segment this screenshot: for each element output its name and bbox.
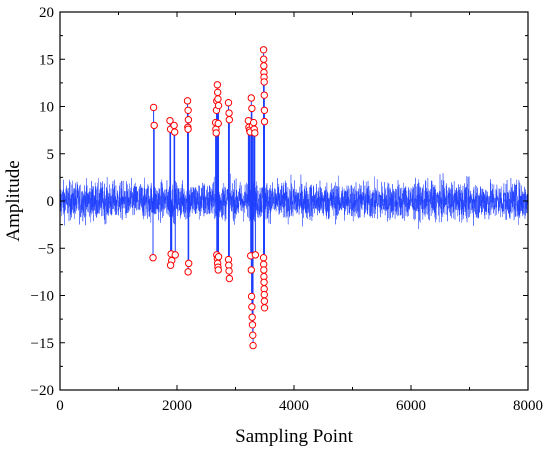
x-tick-label: 2000 xyxy=(162,398,192,414)
outlier-point xyxy=(166,261,175,269)
y-axis-ticks: −20 −15 −10 −5 0 5 10 15 20 xyxy=(31,5,528,399)
y-tick-label: 20 xyxy=(39,5,54,21)
outlier-point xyxy=(225,274,234,283)
x-tick-label: 6000 xyxy=(396,398,426,414)
y-axis-title: Amplitude xyxy=(3,160,24,241)
outlier-point xyxy=(248,104,256,113)
outlier-point xyxy=(149,103,158,112)
outlier-point xyxy=(248,313,256,321)
y-tick-label: −20 xyxy=(31,383,54,399)
outlier-point xyxy=(260,91,268,99)
outlier-point xyxy=(214,266,222,274)
y-tick-label: −15 xyxy=(31,336,54,352)
outlier-point xyxy=(214,119,222,128)
outlier-point xyxy=(149,254,157,262)
outlier-point xyxy=(260,106,269,114)
outlier-point xyxy=(183,97,192,105)
outlier-point xyxy=(225,267,233,275)
x-tick-label: 8000 xyxy=(513,398,543,414)
outlier-point xyxy=(260,62,268,70)
outlier-point xyxy=(247,266,255,274)
outlier-point xyxy=(260,304,269,312)
outlier-point xyxy=(212,129,220,137)
outlier-point xyxy=(251,251,260,259)
outlier-point xyxy=(184,116,193,124)
outlier-point xyxy=(170,128,179,136)
outlier-point xyxy=(260,266,268,274)
outlier-point xyxy=(214,101,223,110)
y-tick-label: 0 xyxy=(47,194,55,210)
outlier-markers xyxy=(149,46,269,350)
signal-series xyxy=(59,173,529,230)
outlier-point xyxy=(260,117,269,126)
y-tick-label: 15 xyxy=(39,52,54,68)
outlier-point xyxy=(260,297,269,305)
outlier-point xyxy=(249,341,257,350)
signal-line xyxy=(59,173,529,230)
outlier-point xyxy=(184,268,192,276)
outlier-point xyxy=(213,81,222,89)
outlier-point xyxy=(249,331,257,339)
outlier-point xyxy=(259,55,268,63)
outlier-point xyxy=(247,94,255,102)
outlier-point xyxy=(249,118,258,127)
outlier-point xyxy=(225,116,234,124)
outlier-point xyxy=(251,129,259,137)
outlier-point xyxy=(184,106,192,114)
y-tick-label: −10 xyxy=(31,289,54,305)
outlier-point xyxy=(214,253,223,261)
outlier-point xyxy=(224,99,233,107)
x-tick-label: 0 xyxy=(56,398,64,414)
outlier-point xyxy=(225,109,233,117)
outlier-point xyxy=(170,121,178,130)
outlier-point xyxy=(260,78,268,86)
outlier-point xyxy=(184,125,192,133)
outlier-point xyxy=(166,116,174,125)
outlier-point xyxy=(248,321,257,329)
x-axis-title: Sampling Point xyxy=(235,426,353,447)
outlier-point xyxy=(248,303,256,311)
outlier-point xyxy=(214,95,222,103)
outlier-point xyxy=(259,254,268,262)
outlier-point xyxy=(260,278,268,286)
y-tick-label: −5 xyxy=(38,241,54,257)
outlier-point xyxy=(247,292,256,301)
outlier-point xyxy=(213,88,222,97)
outlier-point xyxy=(171,251,179,259)
y-tick-label: 10 xyxy=(39,100,54,116)
outlier-point xyxy=(260,290,268,299)
outlier-point xyxy=(185,259,193,268)
x-axis-ticks: 0 2000 4000 6000 8000 xyxy=(56,12,543,414)
y-tick-label: 5 xyxy=(47,147,55,163)
x-tick-label: 4000 xyxy=(279,398,309,414)
outlier-point xyxy=(150,121,158,130)
outlier-point xyxy=(259,46,268,54)
